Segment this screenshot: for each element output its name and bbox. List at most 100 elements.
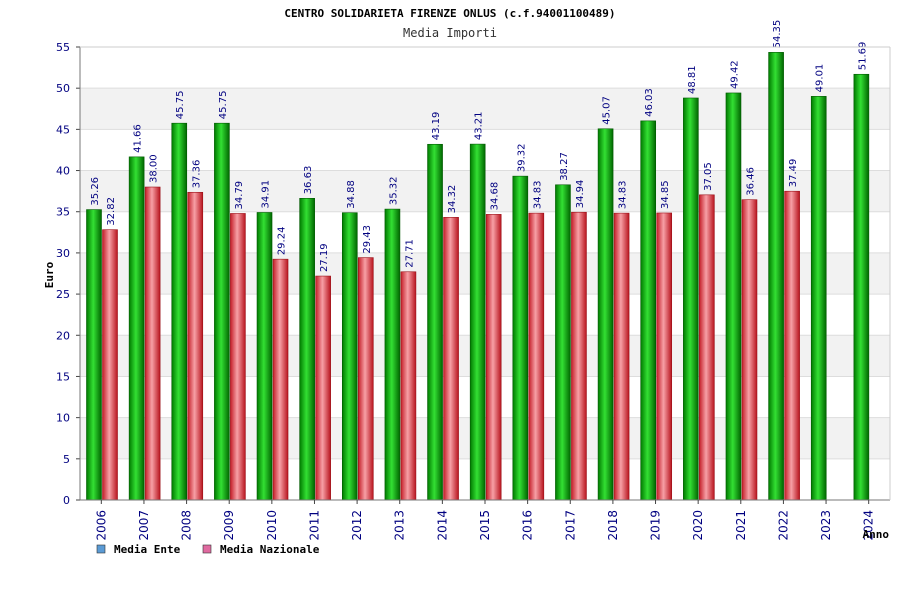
x-tick-label: 2010	[265, 510, 279, 541]
bar-media-ente-2012	[341, 212, 358, 501]
data-label: 54.35	[772, 20, 783, 49]
data-label: 37.36	[191, 160, 202, 189]
plot-band	[80, 47, 890, 89]
bar-media-ente-2019	[640, 120, 657, 501]
data-label: 49.01	[815, 64, 826, 93]
bar-media-ente-2024	[853, 73, 870, 501]
data-label: 45.75	[175, 91, 186, 120]
bar-media-nazionale-2015	[485, 214, 502, 501]
data-label: 36.63	[303, 166, 314, 195]
x-tick-label: 2018	[606, 510, 620, 541]
bar-media-ente-2022	[768, 52, 784, 501]
data-label: 37.49	[788, 159, 799, 188]
bar-media-nazionale-2009	[230, 213, 246, 501]
legend-swatch-media-nazionale	[202, 544, 212, 554]
data-label: 34.79	[234, 181, 245, 210]
data-label: 39.32	[516, 144, 527, 173]
chart-title: CENTRO SOLIDARIETA FIRENZE ONLUS (c.f.94…	[284, 7, 615, 20]
x-tick-label: 2017	[563, 510, 577, 541]
bar-media-nazionale-2013	[400, 271, 417, 501]
bar-media-ente-2015	[469, 143, 486, 501]
bar-media-ente-2009	[214, 122, 230, 501]
x-tick-label: 2022	[776, 510, 790, 541]
bar-media-nazionale-2020	[699, 194, 715, 501]
bar-media-nazionale-2022	[784, 190, 800, 501]
bar-media-nazionale-2014	[443, 217, 459, 501]
x-tick-label: 2020	[691, 510, 705, 541]
x-tick-label: 2014	[435, 510, 449, 541]
bar-media-ente-2008	[171, 122, 188, 501]
bar-media-ente-2007	[128, 156, 145, 501]
x-tick-label: 2007	[137, 510, 151, 541]
x-tick-labels: 2006 2007 2008 2009 2010 2011 2012 2013 2014 2015…	[94, 500, 876, 541]
bar-media-ente-2021	[725, 92, 742, 501]
y-tick-label: 40	[56, 165, 70, 178]
y-tick-label: 45	[56, 123, 70, 136]
bar-media-nazionale-2011	[315, 275, 331, 501]
y-tick-label: 55	[56, 41, 70, 54]
bar-media-nazionale-2008	[187, 191, 204, 501]
data-label: 51.69	[857, 42, 868, 71]
x-tick-label: 2023	[819, 510, 833, 541]
y-tick-label: 0	[63, 494, 70, 507]
data-label: 35.32	[388, 176, 399, 205]
bar-media-nazionale-2006	[102, 229, 118, 501]
data-label: 34.85	[660, 180, 671, 209]
legend-label-media-nazionale: Media Nazionale	[220, 543, 320, 556]
bar-media-nazionale-2012	[357, 257, 374, 501]
data-label: 27.19	[319, 243, 330, 272]
y-tick-label: 5	[63, 453, 70, 466]
bar-media-nazionale-2007	[144, 186, 161, 501]
data-label: 38.27	[559, 152, 570, 181]
bar-media-nazionale-2018	[613, 212, 630, 501]
data-label: 41.66	[133, 124, 144, 153]
x-tick-label: 2012	[350, 510, 364, 541]
y-tick-label: 25	[56, 288, 70, 301]
bar-media-ente-2020	[683, 97, 699, 501]
data-label: 34.91	[261, 180, 272, 209]
data-label: 32.82	[106, 197, 117, 226]
plot-band	[80, 88, 890, 130]
x-tick-label: 2015	[478, 510, 492, 541]
data-label: 34.94	[575, 180, 586, 209]
bar-media-nazionale-2017	[571, 211, 587, 501]
bar-media-ente-2010	[256, 212, 273, 501]
data-label: 45.75	[218, 91, 229, 120]
x-tick-label: 2021	[734, 510, 748, 541]
data-label: 48.81	[687, 65, 698, 94]
legend: Media Ente Media Nazionale	[96, 543, 320, 556]
bar-media-nazionale-2021	[741, 199, 758, 501]
y-tick-label: 20	[56, 329, 70, 342]
bar-media-ente-2006	[86, 209, 102, 501]
y-tick-label: 10	[56, 412, 70, 425]
y-tick-label: 15	[56, 370, 70, 383]
bar-media-ente-2023	[810, 96, 827, 501]
data-label: 27.71	[404, 239, 415, 268]
data-label: 34.83	[532, 180, 543, 209]
y-tick-label: 50	[56, 82, 70, 95]
x-axis-label: Anno	[863, 528, 890, 541]
y-tick-labels: 0 5 10 15 20 25 30 35 40 45 50 55	[56, 41, 70, 507]
bar-media-nazionale-2019	[656, 212, 673, 501]
x-tick-label: 2006	[94, 510, 108, 541]
data-label: 34.83	[618, 180, 629, 209]
x-tick-label: 2013	[393, 510, 407, 541]
y-axis-label: Euro	[43, 261, 56, 288]
data-label: 46.03	[644, 88, 655, 117]
bar-media-ente-2013	[384, 208, 401, 501]
data-label: 43.21	[474, 111, 485, 140]
data-label: 34.88	[346, 180, 357, 209]
bar-media-ente-2011	[299, 198, 315, 501]
legend-swatch-media-ente	[96, 544, 106, 554]
data-label: 35.26	[90, 177, 101, 206]
bar-media-ente-2016	[512, 175, 529, 501]
bars: 35.26 32.82 41.66 38.00 45.75 37.36 45.75 34.79…	[86, 20, 870, 501]
chart-subtitle: Media Importi	[403, 26, 497, 40]
y-tick-label: 30	[56, 247, 70, 260]
bar-media-ente-2018	[597, 128, 614, 501]
data-label: 45.07	[602, 96, 613, 125]
data-label: 43.19	[431, 112, 442, 141]
x-tick-label: 2019	[649, 510, 663, 541]
data-label: 37.05	[703, 162, 714, 191]
x-tick-label: 2024	[862, 510, 876, 541]
